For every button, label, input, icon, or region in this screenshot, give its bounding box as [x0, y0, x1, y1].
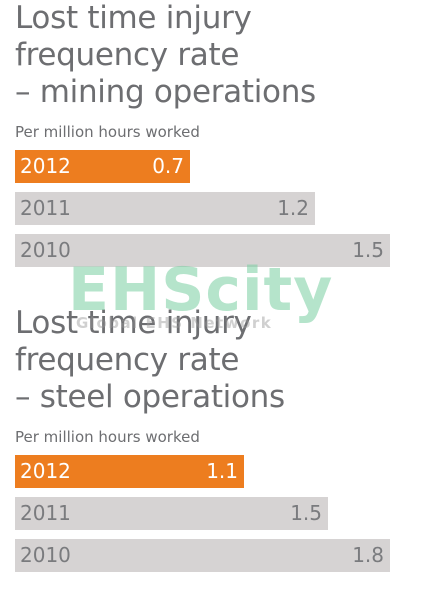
bar-category-label: 2010: [20, 543, 71, 567]
bar-value-label: 1.2: [277, 196, 309, 220]
bar-2010: 2010 1.5: [15, 234, 390, 267]
bar-value-label: 1.5: [290, 501, 322, 525]
bar-2011: 2011 1.2: [15, 192, 315, 225]
bar-group: 2012 0.7 2011 1.2 2010 1.5: [15, 150, 395, 267]
bar-2010: 2010 1.8: [15, 539, 390, 572]
mining-ltifr-chart: Lost time injury frequency rate – mining…: [15, 0, 415, 276]
bar-value-label: 1.5: [352, 238, 384, 262]
bar-value-label: 1.1: [206, 459, 238, 483]
chart-title: Lost time injury frequency rate – steel …: [15, 305, 285, 415]
steel-ltifr-chart: Lost time injury frequency rate – steel …: [15, 305, 415, 581]
bar-value-label: 1.8: [352, 543, 384, 567]
bar-category-label: 2011: [20, 196, 71, 220]
bar-group: 2012 1.1 2011 1.5 2010 1.8: [15, 455, 395, 572]
chart-subtitle: Per million hours worked: [15, 428, 200, 446]
bar-2012: 2012 1.1: [15, 455, 244, 488]
bar-category-label: 2012: [20, 459, 71, 483]
chart-title: Lost time injury frequency rate – mining…: [15, 0, 316, 110]
bar-category-label: 2012: [20, 154, 71, 178]
bar-value-label: 0.7: [152, 154, 184, 178]
bar-2011: 2011 1.5: [15, 497, 328, 530]
chart-subtitle: Per million hours worked: [15, 123, 200, 141]
bar-2012: 2012 0.7: [15, 150, 190, 183]
bar-category-label: 2010: [20, 238, 71, 262]
bar-category-label: 2011: [20, 501, 71, 525]
